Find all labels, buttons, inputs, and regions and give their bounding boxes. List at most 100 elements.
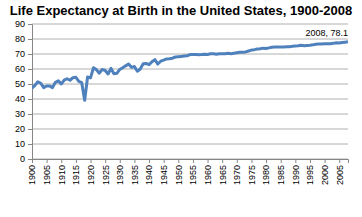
marks — [32, 42, 348, 101]
x-tick: 1975 — [247, 159, 257, 185]
x-tick-label: 1975 — [247, 165, 257, 185]
y-tick-label: 90 — [15, 19, 25, 29]
grid — [32, 24, 348, 159]
x-tick: 1970 — [232, 159, 242, 185]
x-tick: 1935 — [130, 159, 140, 185]
grid-line — [32, 99, 348, 100]
plot: 0 10 20 30 40 50 60 70 80 90 1900 1905 1910 1915 1920 1… — [15, 19, 349, 185]
x-tick-label: 1955 — [188, 165, 198, 185]
x-tick-label: 2005 — [335, 165, 345, 185]
x-tick-mark — [266, 159, 267, 163]
x-tick: 1925 — [101, 159, 111, 185]
x-tick-label: 1965 — [218, 165, 228, 185]
x-tick: 1905 — [42, 159, 52, 185]
x-tick: 1910 — [57, 159, 67, 185]
x-tick-label: 1945 — [159, 165, 169, 185]
x-tick-mark — [120, 159, 121, 163]
x-tick-label: 1990 — [291, 165, 301, 185]
y-tick-label: 50 — [15, 79, 25, 89]
y-tick-label: 20 — [15, 124, 25, 134]
x-tick-label: 1980 — [261, 165, 271, 185]
grid-line — [32, 69, 348, 70]
x-tick-mark — [91, 159, 92, 163]
y-tick: 80 — [15, 34, 32, 44]
y-tick-label: 40 — [15, 94, 25, 104]
y-tick: 60 — [15, 64, 32, 74]
x-tick: 1900 — [27, 159, 37, 185]
x-tick-mark — [134, 159, 135, 163]
y-axis-line — [28, 25, 33, 160]
x-tick: 1920 — [86, 159, 96, 185]
y-tick-mark — [28, 69, 32, 70]
x-tick: 1915 — [71, 159, 81, 185]
y-tick-mark — [28, 39, 32, 40]
chart: Life Expectancy at Birth in the United S… — [0, 0, 362, 217]
y-tick: 30 — [15, 109, 32, 119]
y-tick: 90 — [15, 19, 32, 29]
x-tick-mark — [105, 159, 106, 163]
x-tick-mark — [222, 159, 223, 163]
y-tick: 20 — [15, 124, 32, 134]
x-tick-mark — [339, 159, 340, 163]
y-tick-mark — [28, 159, 32, 160]
y-axis: 0 10 20 30 40 50 60 70 80 90 — [15, 19, 33, 164]
x-tick: 1965 — [218, 159, 228, 185]
grid-line — [32, 114, 348, 115]
x-tick-label: 1950 — [174, 165, 184, 185]
x-tick: 1980 — [261, 159, 271, 185]
title: Life Expectancy at Birth in the United S… — [10, 3, 352, 18]
x-tick-mark — [193, 159, 194, 163]
x-tick-label: 1995 — [305, 165, 315, 185]
y-tick-label: 10 — [15, 139, 25, 149]
x-tick: 1950 — [174, 159, 184, 185]
y-tick-mark — [28, 24, 32, 25]
x-tick-label: 1920 — [86, 165, 96, 185]
x-tick-mark — [149, 159, 150, 163]
x-tick-label: 1930 — [115, 165, 125, 185]
x-tick-mark — [47, 159, 48, 163]
x-tick: 1990 — [291, 159, 301, 185]
y-tick-label: 80 — [15, 34, 25, 44]
y-tick-mark — [28, 114, 32, 115]
grid-line — [32, 129, 348, 130]
x-tick-label: 1910 — [57, 165, 67, 185]
y-tick-mark — [28, 129, 32, 130]
x-tick-label: 1905 — [42, 165, 52, 185]
x-axis: 1900190519101915192019251930193519401945… — [27, 159, 348, 185]
x-tick-mark — [208, 159, 209, 163]
x-tick-label: 1915 — [71, 165, 81, 185]
y-tick-label: 30 — [15, 109, 25, 119]
y-tick-label: 60 — [15, 64, 25, 74]
y-tick-mark — [28, 54, 32, 55]
x-tick-label: 1900 — [27, 165, 37, 185]
x-tick-label: 1960 — [203, 165, 213, 185]
x-tick: 1960 — [203, 159, 213, 185]
grid-line — [32, 24, 348, 25]
y-tick: 10 — [15, 139, 32, 149]
x-tick-mark — [325, 159, 326, 163]
x-tick-mark — [164, 159, 165, 163]
grid-line — [32, 39, 348, 40]
grid-line — [32, 144, 348, 145]
grid-line — [32, 84, 348, 85]
x-axis-line — [33, 160, 349, 164]
x-tick-label: 1970 — [232, 165, 242, 185]
y-tick-mark — [28, 84, 32, 85]
annotation: 2008, 78.1 — [305, 28, 348, 38]
x-tick-mark — [281, 159, 282, 163]
y-tick: 0 — [20, 154, 32, 164]
x-tick: 1985 — [276, 159, 286, 185]
y-tick-label: 0 — [20, 154, 25, 164]
x-tick: 1955 — [188, 159, 198, 185]
y-tick-mark — [28, 99, 32, 100]
x-tick-mark — [295, 159, 296, 163]
x-tick-mark — [32, 159, 33, 163]
y-tick: 70 — [15, 49, 32, 59]
y-tick: 50 — [15, 79, 32, 89]
x-tick: 1945 — [159, 159, 169, 185]
x-tick: 2005 — [335, 159, 345, 185]
x-tick-label: 1985 — [276, 165, 286, 185]
y-tick: 40 — [15, 94, 32, 104]
line — [32, 42, 348, 101]
x-tick: 1930 — [115, 159, 125, 185]
